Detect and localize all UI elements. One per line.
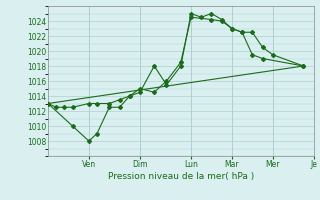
X-axis label: Pression niveau de la mer( hPa ): Pression niveau de la mer( hPa ) — [108, 172, 254, 181]
